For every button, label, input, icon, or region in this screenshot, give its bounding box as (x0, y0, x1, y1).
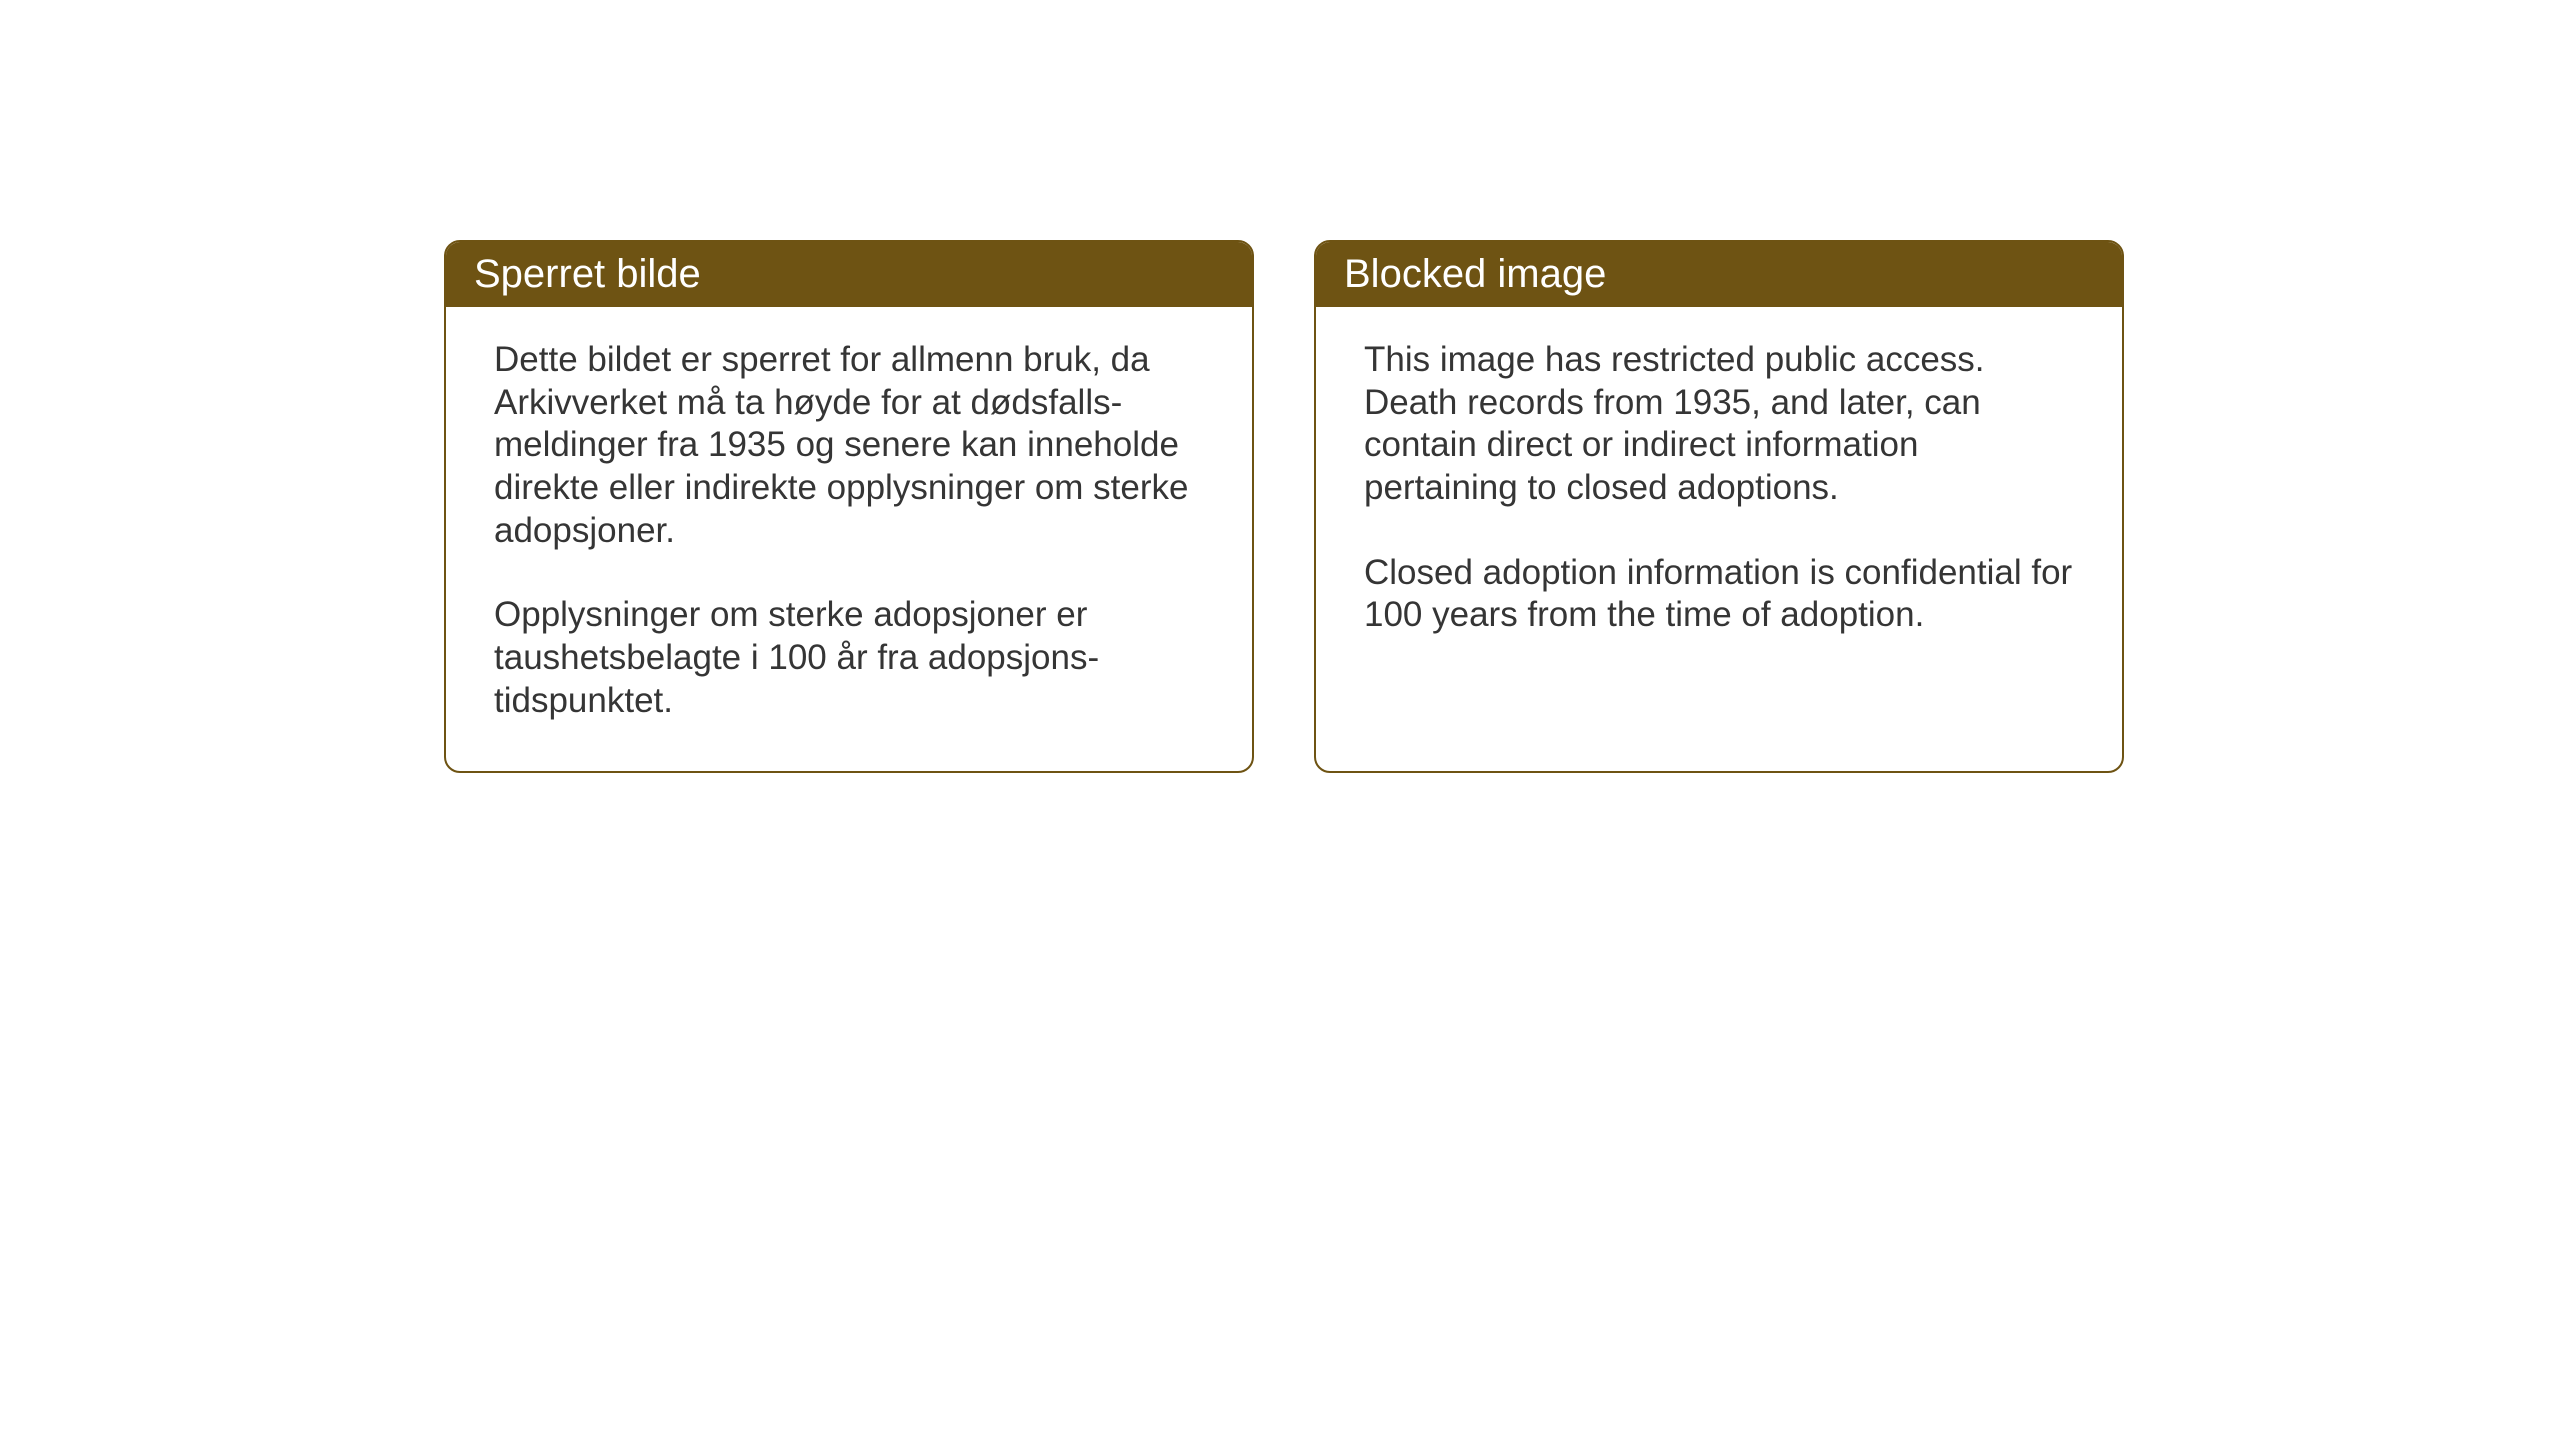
card-title-english: Blocked image (1344, 252, 1606, 296)
card-paragraph-2-norwegian: Opplysninger om sterke adopsjoner er tau… (494, 594, 1204, 722)
card-paragraph-1-norwegian: Dette bildet er sperret for allmenn bruk… (494, 339, 1204, 552)
card-paragraph-1-english: This image has restricted public access.… (1364, 339, 2074, 510)
card-header-english: Blocked image (1316, 242, 2122, 307)
card-title-norwegian: Sperret bilde (474, 252, 701, 296)
card-header-norwegian: Sperret bilde (446, 242, 1252, 307)
card-english: Blocked image This image has restricted … (1314, 240, 2124, 773)
card-body-english: This image has restricted public access.… (1316, 307, 2122, 729)
card-norwegian: Sperret bilde Dette bildet er sperret fo… (444, 240, 1254, 773)
card-body-norwegian: Dette bildet er sperret for allmenn bruk… (446, 307, 1252, 771)
cards-container: Sperret bilde Dette bildet er sperret fo… (444, 240, 2124, 773)
card-paragraph-2-english: Closed adoption information is confident… (1364, 552, 2074, 637)
